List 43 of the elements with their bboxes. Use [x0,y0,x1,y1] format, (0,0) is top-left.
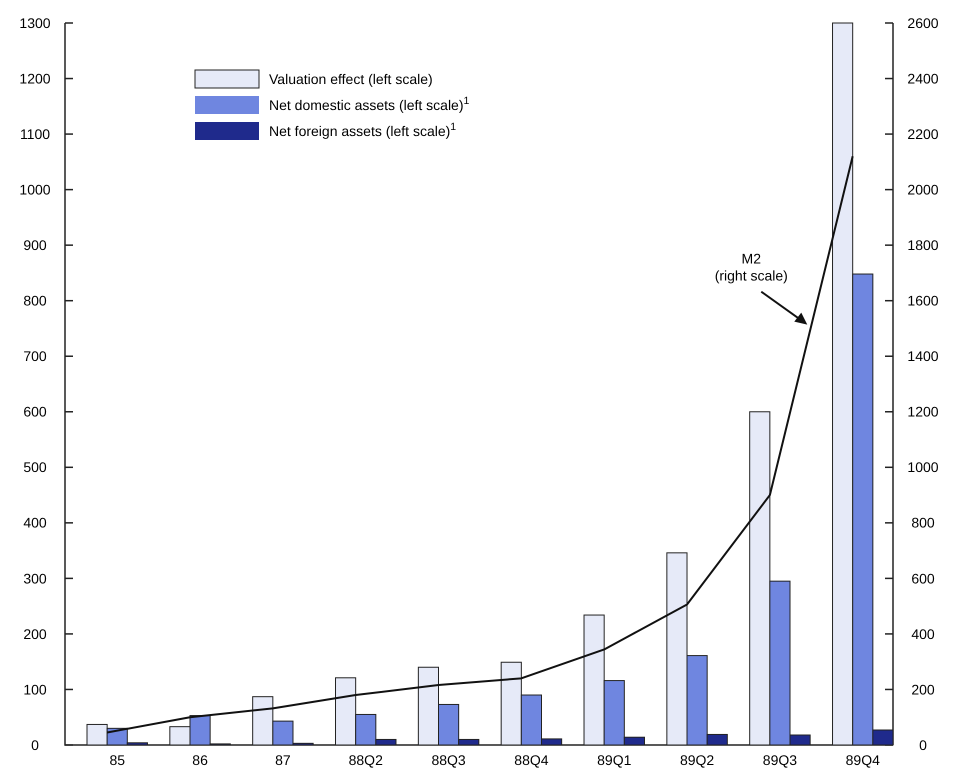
x-tick-label: 89Q4 [846,752,880,768]
y2-tick-label: 2200 [907,126,939,142]
text: M2 (right scale) [714,250,788,284]
x-tick-label: 89Q3 [762,752,798,768]
y2-tick-label: 2000 [907,182,939,198]
y-tick-label: 500 [23,459,47,476]
x-tick-label: 88Q3 [431,752,466,768]
y2-tick-label: 1800 [907,237,939,254]
x-tick-label: 87 [275,752,291,768]
y-tick-label: 0 [31,736,40,753]
y2-tick-label: 1400 [907,348,939,364]
legend-label: Valuation effect (left scale) [269,71,433,87]
y-tick-label: 700 [23,348,47,364]
y-tick-label: 100 [23,681,47,698]
y-tick-label: 600 [23,404,47,420]
x-tick-label: 86 [192,752,208,768]
x-tick-label: 89Q2 [680,752,714,768]
x-tick-label: 88Q4 [514,752,549,768]
y2-tick-label: 0 [919,736,928,753]
y-tick-label: 200 [23,626,47,642]
legend-label: Net domestic assets (left scale)$^{1}$ [269,95,470,113]
y-tick-label: 1300 [19,14,51,31]
y-tick-label: 300 [23,570,47,586]
y2-tick-label: 1600 [907,292,939,309]
y2-tick-label: 1200 [907,404,939,420]
y2-tick-label: 2400 [907,70,939,86]
line-series [106,155,854,734]
x-tick-label: 88Q2 [348,752,384,768]
x-tick-label: 85 [109,752,126,768]
y-tick-label: 1200 [19,70,51,86]
y-tick-label: 800 [23,292,47,309]
legend-label: Net foreign assets (left scale)$^{1}$ [269,121,456,139]
y2-tick-label: 400 [911,626,935,642]
y2-tick-label: 600 [911,570,935,586]
y-tick-label: 400 [23,514,47,531]
y2-tick-label: 800 [911,514,935,531]
y-tick-label: 1000 [19,182,51,198]
y2-tick-label: 1000 [907,459,939,476]
y2-tick-label: 200 [911,681,935,698]
y-tick-label: 900 [23,237,47,254]
y-tick-label: 1100 [20,126,50,142]
x-tick-label: 89Q1 [597,752,632,768]
y2-tick-label: 2600 [907,14,939,31]
